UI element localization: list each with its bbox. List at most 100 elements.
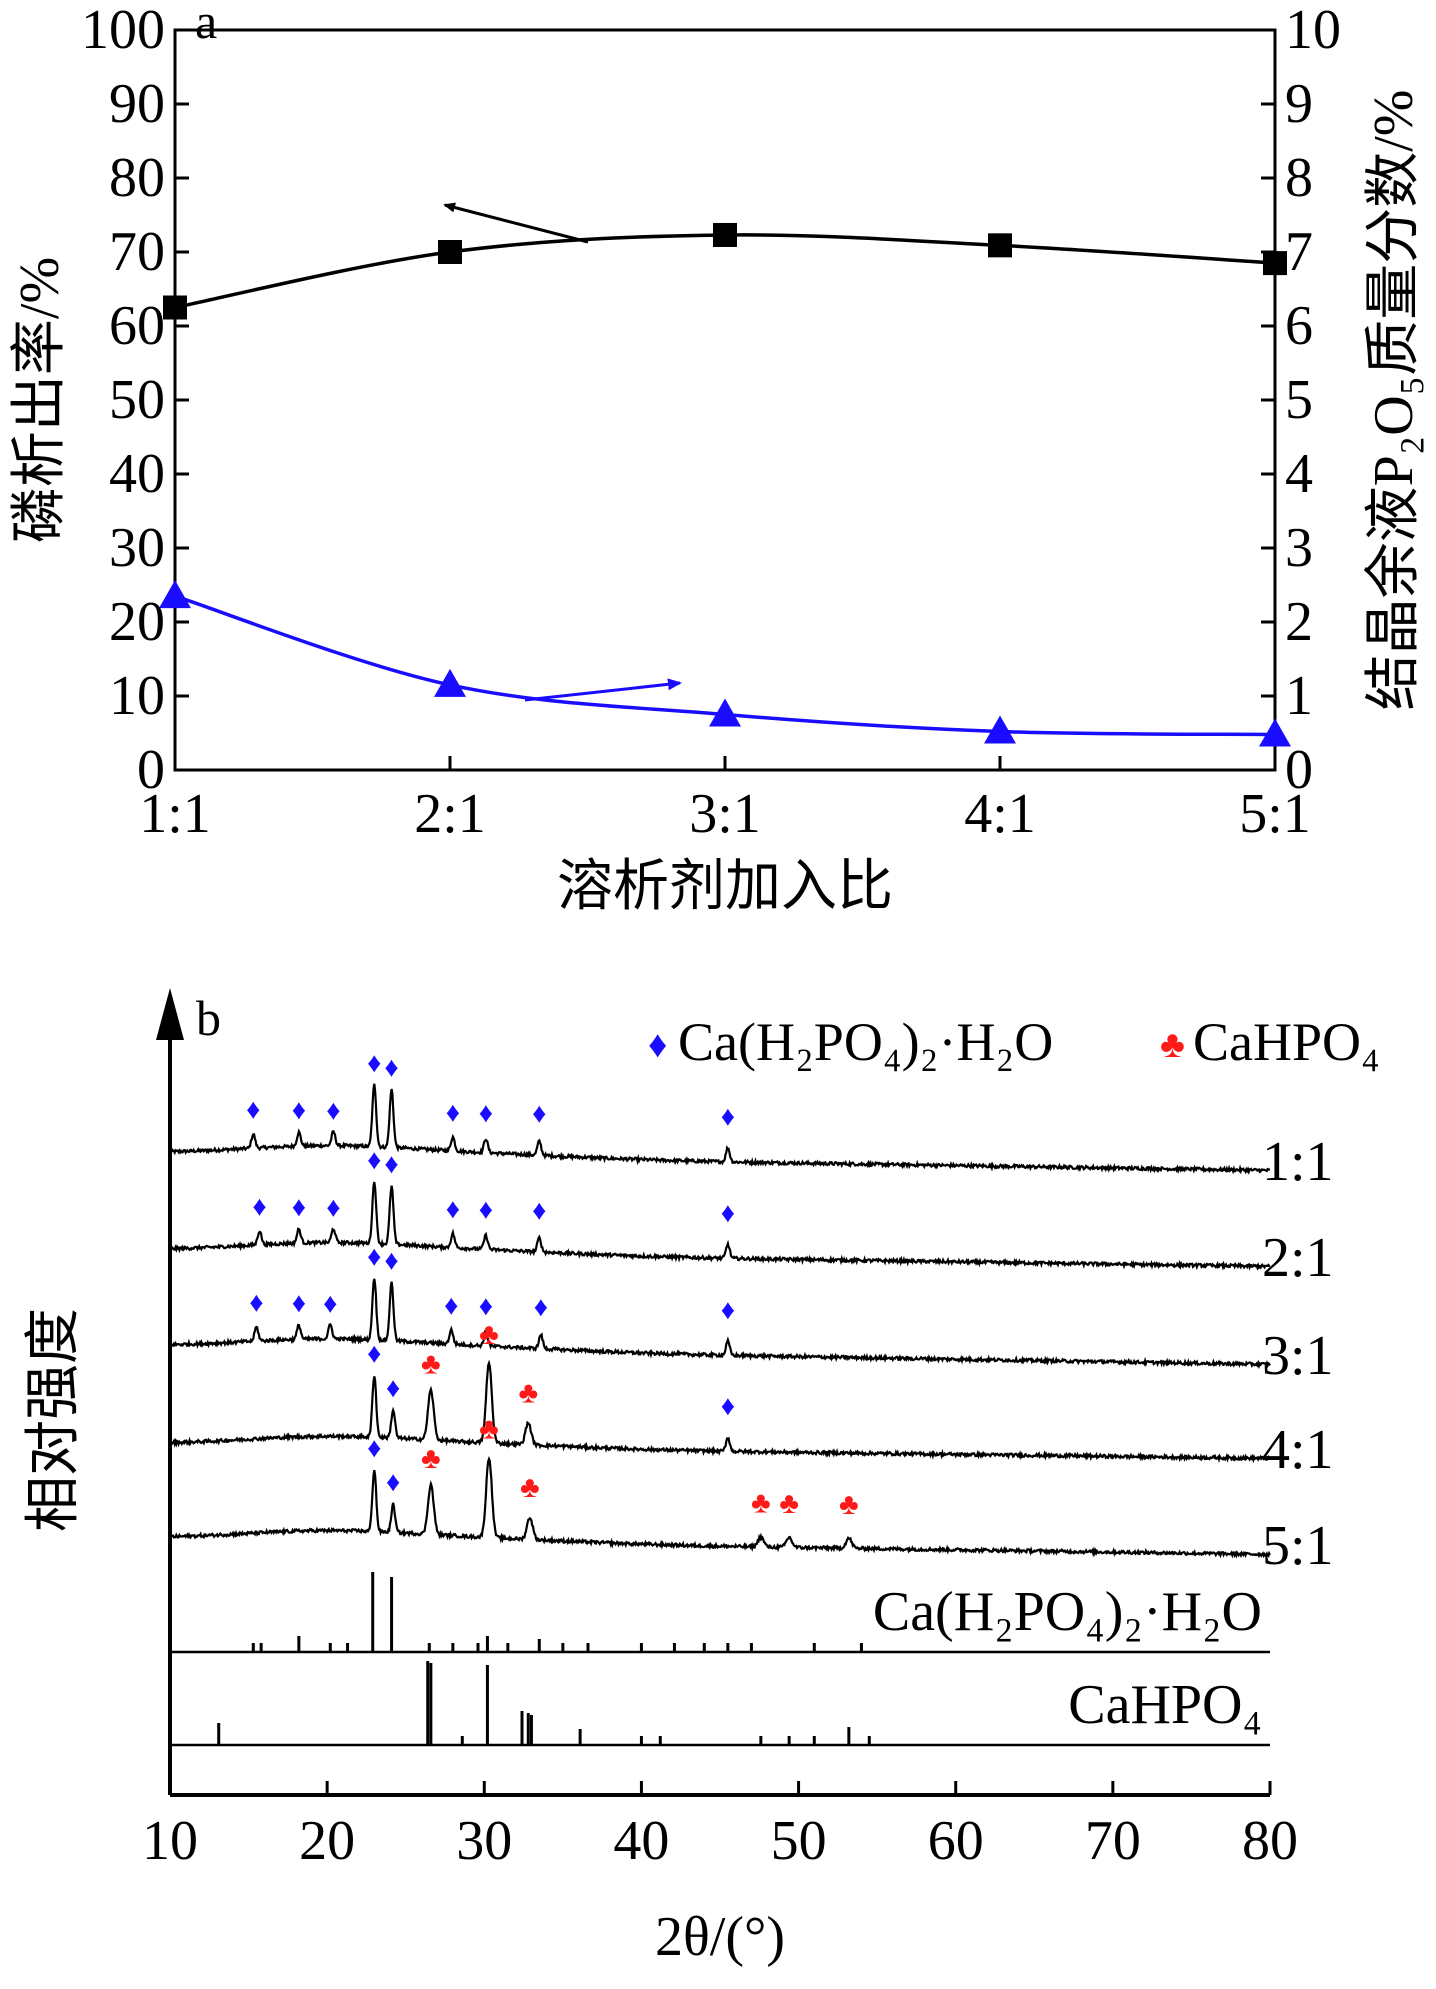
left-tick-label: 90 [109,73,165,135]
right-tick-label: 6 [1285,295,1313,357]
left-tick-label: 40 [109,443,165,505]
panel-a-left-ticks: 0 10 20 30 40 50 60 70 80 90 100 [81,0,189,801]
dcpa-peak-marker: ♣ [518,1377,538,1410]
mcp-peak-marker: ♦ [721,1391,735,1422]
right-tick-label: 1 [1285,665,1313,727]
left-tick-label: 100 [81,0,165,61]
mcp-peak-marker: ♦ [252,1191,266,1222]
right-tick-label: 0 [1285,739,1313,801]
panel-a: a 0 10 20 30 40 50 60 70 80 90 100 0 1 2 3 4 5 6 7 8 9 10 1:… [9,0,1425,918]
panel-b-patterns: ♦ ♦ ♦♦ ♦♦ ♦ ♦ ♦♦ ♦ ♦♦ ♦♦ ♦ ♦ ♦♦ ♦ ♦♦ ♦♦ ♦ ♦ ♦♦♦♦♣♣♣♦♦♣♣♣ ♣ ♣… [168,1048,1271,1747]
panel-a-plot-frame [173,28,1277,772]
dcpa-peak-marker: ♣ [479,1413,499,1446]
right-tick-label: 10 [1285,0,1341,61]
mcp-peak-marker: ♦ [721,1102,735,1133]
series-p2o5-point [434,668,466,697]
left-tick-label: 30 [109,517,165,579]
mcp-peak-marker: ♦ [367,1339,381,1370]
series-yield-point [713,222,737,247]
mcp-peak-marker: ♦ [326,1096,340,1127]
series-p2o5-point [709,698,741,727]
mcp-peak-marker: ♦ [386,1467,400,1498]
x-tick-label: 3:1 [689,783,761,845]
mcp-peak-marker: ♦ [326,1192,340,1223]
panel-b-y-axis-arrowhead [156,988,184,1040]
row-label: 5:1 [1262,1515,1334,1577]
row-label: 3:1 [1262,1325,1334,1387]
x-tick-label: 1:1 [139,783,211,845]
panel-b-letter: b [196,990,221,1046]
mcp-peak-marker: ♦ [721,1295,735,1326]
dcpa-peak-marker: ♣ [779,1487,799,1520]
dcpa-peak-marker: ♣ [751,1487,771,1520]
panel-a-ylabel: 磷析出率/% [9,257,71,543]
panel-b-x-tick-label: 70 [1085,1810,1141,1872]
dcpa-peak-marker: ♣ [421,1347,441,1380]
row-label: 1:1 [1262,1131,1334,1193]
left-tick-label: 60 [109,295,165,357]
series-yield-point [163,295,187,320]
mcp-peak-marker: ♦ [384,1246,398,1277]
panel-a-letter: a [195,0,217,49]
dcpa-peak-marker: ♣ [479,1318,499,1351]
legend-dcpa-symbol: ♣ [1160,1024,1185,1066]
mcp-peak-marker: ♦ [292,1288,306,1319]
mcp-peak-marker: ♦ [532,1099,546,1130]
mcp-peak-marker: ♦ [532,1195,546,1226]
right-tick-label: 5 [1285,369,1313,431]
mcp-peak-marker: ♦ [384,1052,398,1083]
series-p2o5-point [159,580,191,609]
panel-b-legend: ♦ Ca(H₂PO₄)₂·H₂O ♣ CaHPO₄ [648,1012,1380,1072]
panel-b-row-labels: 1:1 2:1 3:1 4:1 5:1Ca(H₂PO₄)₂·H₂O CaHPO₄ [873,1131,1334,1736]
panel-b-ylabel: 相对强度 [23,1308,85,1532]
panel-b-x-tick-label: 10 [142,1810,198,1872]
dcpa-peak-marker: ♣ [839,1488,859,1521]
panel-b-xlabel: 2θ/(°) [655,1906,785,1968]
panel-b-x-ticks: 10 20 30 40 50 60 70 80 [142,1781,1298,1872]
xrd-pattern-2:1 [169,1181,1271,1271]
right-tick-label: 2 [1285,591,1313,653]
mcp-peak-marker: ♦ [367,1048,381,1079]
left-tick-label: 70 [109,221,165,283]
reference-label: CaHPO₄ [1068,1674,1262,1736]
mcp-peak-marker: ♦ [246,1094,260,1125]
mcp-peak-marker: ♦ [292,1095,306,1126]
panel-b: b 10 20 30 40 50 60 70 80 相对强度 2θ/(°) ♦ Ca(H₂PO… [23,988,1380,1968]
series-yield-arrow [443,202,589,244]
mcp-peak-marker: ♦ [367,1145,381,1176]
panel-b-x-tick-label: 50 [771,1810,827,1872]
series-p2o5-point [1259,718,1291,747]
mcp-peak-marker: ♦ [446,1097,460,1128]
mcp-peak-marker: ♦ [479,1098,493,1129]
mcp-peak-marker: ♦ [479,1291,493,1322]
legend-mcp-label: Ca(H₂PO₄)₂·H₂O [678,1012,1053,1072]
mcp-peak-marker: ♦ [292,1192,306,1223]
mcp-peak-marker: ♦ [444,1291,458,1322]
panel-a-xlabel: 溶析剂加入比 [557,856,893,918]
panel-a-right-ticks: 0 1 2 3 4 5 6 7 8 9 10 [1261,0,1341,801]
mcp-peak-marker: ♦ [367,1241,381,1272]
xrd-pattern-1:1 [169,1083,1270,1175]
left-tick-label: 20 [109,591,165,653]
panel-a-y2label: 结晶余液P₂O₅质量分数/% [1363,90,1425,711]
mcp-peak-marker: ♦ [323,1289,337,1320]
panel-b-x-tick-label: 40 [613,1810,669,1872]
xrd-pattern-5:1 [169,1456,1271,1559]
legend-mcp-symbol: ♦ [648,1024,667,1066]
x-tick-label: 4:1 [964,783,1036,845]
series-p2o5-arrow [524,678,682,702]
mcp-peak-marker: ♦ [721,1198,735,1229]
xrd-pattern-3:1 [169,1278,1271,1370]
mcp-peak-marker: ♦ [249,1287,263,1318]
panel-b-x-tick-label: 80 [1242,1810,1298,1872]
panel-b-x-tick-label: 60 [928,1810,984,1872]
left-tick-label: 50 [109,369,165,431]
panel-a-x-ticks: 1:1 2:1 3:1 4:1 5:1 [139,756,1311,845]
row-label: 4:1 [1262,1419,1334,1481]
left-tick-label: 10 [109,665,165,727]
mcp-peak-marker: ♦ [386,1373,400,1404]
right-tick-label: 8 [1285,147,1313,209]
panel-b-x-tick-label: 20 [299,1810,355,1872]
x-tick-label: 5:1 [1239,783,1311,845]
